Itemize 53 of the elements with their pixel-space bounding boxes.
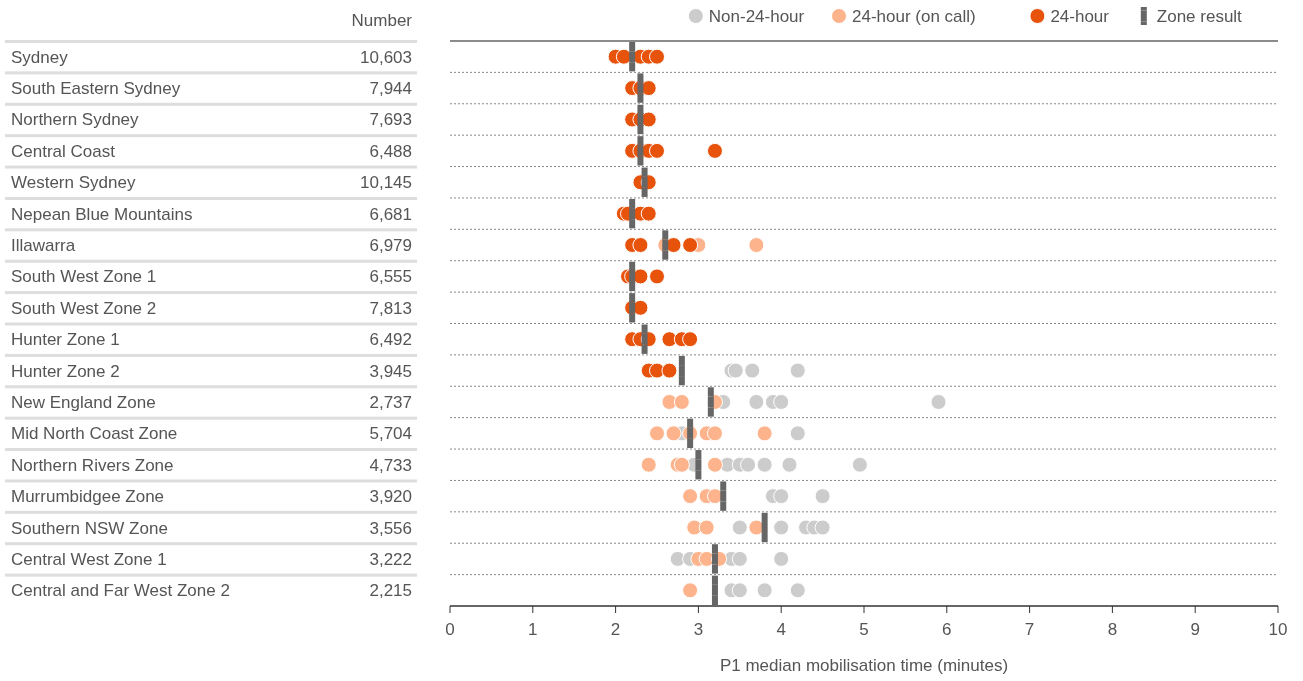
- text: 6,488: [369, 141, 412, 161]
- text: 6,979: [369, 236, 412, 256]
- legend-label: Zone result: [1156, 7, 1243, 26]
- text: 5,704: [369, 424, 412, 444]
- text: 7,813: [369, 298, 412, 318]
- category-label: Central West Zone 1: [11, 549, 167, 569]
- x-tick-label: 1: [528, 620, 538, 639]
- text: 7,693: [369, 110, 412, 130]
- text: 3,556: [369, 518, 412, 538]
- x-tick-label: 10: [1268, 620, 1288, 639]
- text: 6,681: [369, 204, 412, 224]
- category-label: South West Zone 2: [11, 298, 157, 318]
- text: 10,145: [360, 173, 412, 193]
- category-label: South West Zone 1: [11, 267, 157, 287]
- category-label: Northern Sydney: [11, 110, 140, 130]
- category-label: Northern Rivers Zone: [11, 455, 174, 475]
- category-label: Hunter Zone 2: [11, 361, 120, 381]
- category-label: Nepean Blue Mountains: [11, 204, 193, 224]
- x-tick-label: 7: [1024, 620, 1035, 639]
- text: 2,215: [369, 581, 412, 601]
- x-tick-label: 8: [1107, 620, 1118, 639]
- category-label: Central and Far West Zone 2: [11, 581, 230, 601]
- text: 7,944: [369, 79, 412, 99]
- category-label: South Eastern Sydney: [11, 79, 181, 99]
- category-label: Sydney: [11, 47, 69, 67]
- text: 2,737: [369, 392, 412, 412]
- x-tick-label: 6: [942, 620, 952, 639]
- text: 6,492: [369, 330, 412, 350]
- category-label: Murrumbidgee Zone: [11, 487, 165, 507]
- x-tick-label: 9: [1190, 620, 1200, 639]
- x-tick-label: 2: [610, 620, 621, 639]
- category-label: Hunter Zone 1: [11, 330, 120, 350]
- x-tick-label: 4: [776, 620, 786, 639]
- category-label: Mid North Coast Zone: [11, 424, 178, 444]
- text: 3,920: [369, 487, 412, 507]
- text: 3,945: [369, 361, 412, 381]
- text: Number: [351, 11, 413, 30]
- category-label: New England Zone: [11, 392, 156, 412]
- text: 3,222: [369, 549, 412, 569]
- x-tick-label: 5: [859, 620, 869, 639]
- category-label: Western Sydney: [11, 173, 136, 193]
- x-tick-label: 0: [445, 620, 455, 639]
- category-label: Central Coast: [11, 141, 116, 161]
- legend-label: Non-24-hour: [708, 7, 805, 26]
- category-label: Southern NSW Zone: [11, 518, 168, 538]
- text: 10,603: [360, 47, 412, 67]
- x-tick-label: 3: [693, 620, 704, 639]
- text: 4,733: [369, 455, 412, 475]
- x-axis-title: P1 median mobilisation time (minutes): [719, 656, 1009, 675]
- text: 6,555: [369, 267, 412, 287]
- legend-label: 24-hour (on call): [852, 7, 976, 26]
- legend-label: 24-hour: [1050, 7, 1110, 26]
- category-label: Illawarra: [11, 236, 76, 256]
